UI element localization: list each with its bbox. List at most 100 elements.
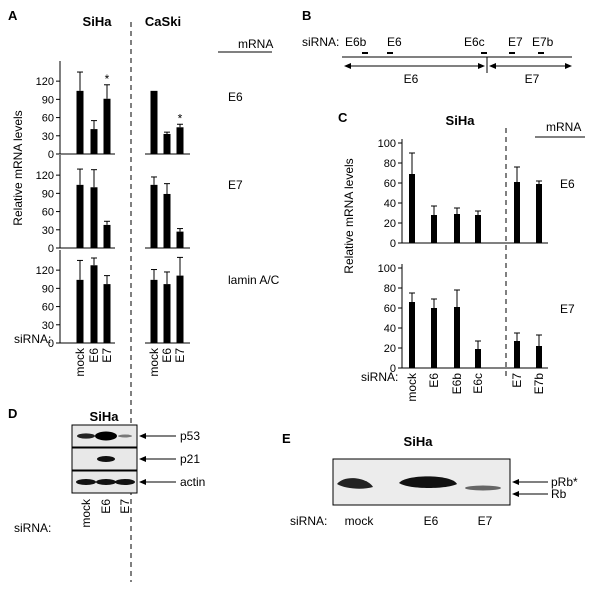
panel-a-mrna-header: mRNA bbox=[238, 37, 273, 51]
panel-d-title: SiHa bbox=[90, 409, 120, 424]
panel-a-x-label-siha-mock: mock bbox=[73, 347, 87, 377]
panel-a-e6-y-tick-label: 120 bbox=[36, 76, 54, 88]
panel-b-sirna-label: siRNA: bbox=[302, 35, 339, 49]
panel-a-lamin-a-c-siha-e7-bar bbox=[103, 284, 111, 343]
panel-a-e6-siha-e6-bar bbox=[90, 129, 98, 154]
blot-e-label-rb: Rb bbox=[551, 487, 567, 501]
panel-c-e7-row-label: E7 bbox=[560, 302, 575, 316]
panel-c-e6-mock-bar bbox=[409, 174, 415, 243]
blot-d-label-actin: actin bbox=[180, 475, 205, 489]
panel-a-e7-y-tick-label: 120 bbox=[36, 170, 54, 182]
panel-c-e6-e6-bar bbox=[431, 215, 437, 243]
panel-letter-c: C bbox=[338, 110, 348, 125]
panel-a-e6-caski-mock-bar bbox=[150, 90, 158, 154]
panel-b-site-e7: E7 bbox=[508, 35, 523, 49]
panel-b-e7-arrow-left-head bbox=[489, 63, 496, 69]
panel-a-e7-y-tick-label: 30 bbox=[42, 225, 54, 237]
panel-a-e7-caski-mock-bar bbox=[150, 184, 158, 248]
blot-e-lane-e7: E7 bbox=[478, 514, 493, 528]
panel-c-e6-e7b-bar bbox=[536, 184, 542, 243]
blot-d-lane-e6: E6 bbox=[99, 499, 113, 514]
western-blot-d bbox=[71, 424, 138, 494]
blot-d-label-p53: p53 bbox=[180, 429, 200, 443]
panel-c-e6-y-tick-label: 60 bbox=[384, 178, 396, 190]
blot-e-lane-e6: E6 bbox=[424, 514, 439, 528]
blot-d-sirna-label: siRNA: bbox=[14, 521, 51, 535]
panel-c-e7-y-tick-label: 20 bbox=[384, 343, 396, 355]
panel-b-e6-arrow-left-head bbox=[344, 63, 351, 69]
band-e-e7 bbox=[465, 485, 501, 491]
panel-a-ylabel: Relative mRNA levels bbox=[11, 110, 25, 225]
western-blot-e bbox=[332, 458, 511, 506]
panel-b-schematic: siRNA: E6b E6 E6c E7 E7b E6 E7 bbox=[302, 35, 572, 86]
panel-a-lamin-a-c-row-label: lamin A/C bbox=[228, 273, 280, 287]
panel-c-e6-row-label: E6 bbox=[560, 177, 575, 191]
panel-c-e7-e7b-bar bbox=[536, 346, 542, 368]
panel-a-e6-y-tick-label: 30 bbox=[42, 131, 54, 143]
band-d-p53-e6 bbox=[95, 431, 117, 441]
panel-a-e6-caski-e7-bar bbox=[176, 127, 184, 154]
panel-a-e7-siha-e7-bar bbox=[103, 224, 111, 248]
panel-a-lamin-a-c-siha-mock-bar bbox=[76, 279, 84, 343]
band-d-actin-mock bbox=[76, 479, 96, 485]
panel-c-x-label-mock: mock bbox=[405, 372, 419, 402]
panel-c-e6-y-tick-label: 80 bbox=[384, 158, 396, 170]
panel-a-e6-siha-e7-bar bbox=[103, 98, 111, 154]
panel-c-e6-y-tick-label: 40 bbox=[384, 198, 396, 210]
panel-b-region-e7: E7 bbox=[525, 72, 540, 86]
panel-c-x-label-e6c: E6c bbox=[471, 373, 485, 394]
panel-a-e7-siha-mock-bar bbox=[76, 184, 84, 248]
blot-e-arrows bbox=[514, 481, 548, 495]
panel-c-x-label-e6b: E6b bbox=[450, 373, 464, 395]
panel-a-e6-y-tick-label: 90 bbox=[42, 94, 54, 106]
blot-e-lane-mock: mock bbox=[345, 514, 375, 528]
panel-a-x-label-caski-e7: E7 bbox=[173, 348, 187, 363]
panel-c-e7-y-tick-label: 80 bbox=[384, 283, 396, 295]
panel-b-e7-arrow-right-head bbox=[565, 63, 572, 69]
panel-a-charts: 0 30 60 90 120 * * E6 0 30 60 90 120 E7 0 30 60 90 120 lami… bbox=[36, 61, 280, 377]
panel-c-e7-y-tick-label: 0 bbox=[390, 363, 396, 375]
blot-e-sirna-label: siRNA: bbox=[290, 514, 327, 528]
panel-a-e7-row-label: E7 bbox=[228, 178, 243, 192]
panel-b-site-e6: E6 bbox=[387, 35, 402, 49]
panel-b-e6-arrow-right-head bbox=[478, 63, 485, 69]
panel-a-lamin-a-c-y-tick-label: 90 bbox=[42, 283, 54, 295]
panel-c-e7-e6-bar bbox=[431, 308, 437, 368]
panel-c-mrna-header: mRNA bbox=[546, 120, 581, 134]
panel-letter-d: D bbox=[8, 406, 17, 421]
panel-a-e7-siha-e6-bar bbox=[90, 187, 98, 248]
panel-c-x-label-e7b: E7b bbox=[532, 373, 546, 395]
blot-d-lane-e7: E7 bbox=[118, 499, 132, 514]
panel-letter-a: A bbox=[8, 8, 18, 23]
panel-letter-e: E bbox=[282, 431, 291, 446]
panel-a-e7-caski-e6-bar bbox=[163, 193, 171, 248]
panel-a-lamin-a-c-y-tick-label: 30 bbox=[42, 320, 54, 332]
panel-b-site-e6b: E6b bbox=[345, 35, 367, 49]
panel-c-e7-e6c-bar bbox=[475, 349, 481, 368]
panel-c-e6-e6c-bar bbox=[475, 215, 481, 243]
panel-a-x-label-siha-e7: E7 bbox=[100, 348, 114, 363]
panel-a-e6-caski-e7-significance-mark: * bbox=[178, 111, 183, 125]
panel-a-e6-y-tick-label: 0 bbox=[48, 149, 54, 161]
panel-a-e6-row-label: E6 bbox=[228, 90, 243, 104]
panel-c-charts: 0 20 40 60 80 100 E6 0 20 40 60 80 100 E7 mock E6 E6b E6c… bbox=[378, 138, 575, 402]
panel-a-e6-siha-mock-bar bbox=[76, 90, 84, 154]
panel-a-e7-y-tick-label: 90 bbox=[42, 188, 54, 200]
blot-e-arrowheads bbox=[512, 479, 519, 497]
panel-e-title: SiHa bbox=[404, 434, 434, 449]
panel-a-x-label-siha-e6: E6 bbox=[87, 348, 101, 363]
blot-d-arrowheads bbox=[139, 433, 146, 485]
panel-a-lamin-a-c-caski-mock-bar bbox=[150, 279, 158, 343]
panel-c-ylabel: Relative mRNA levels bbox=[342, 158, 356, 273]
band-d-p21-e6 bbox=[97, 456, 115, 462]
panel-b-region-e6: E6 bbox=[404, 72, 419, 86]
band-d-actin-e6 bbox=[96, 479, 116, 485]
panel-a-x-label-caski-e6: E6 bbox=[160, 348, 174, 363]
panel-b-site-e6c: E6c bbox=[464, 35, 485, 49]
blot-e-label-prb-star: pRb* bbox=[551, 475, 578, 489]
panel-c-e7-y-tick-label: 100 bbox=[378, 263, 396, 275]
panel-a-lamin-a-c-siha-e6-bar bbox=[90, 265, 98, 343]
panel-a-e6-siha-e7-significance-mark: * bbox=[105, 72, 110, 86]
panel-a-lamin-a-c-caski-e6-bar bbox=[163, 284, 171, 343]
